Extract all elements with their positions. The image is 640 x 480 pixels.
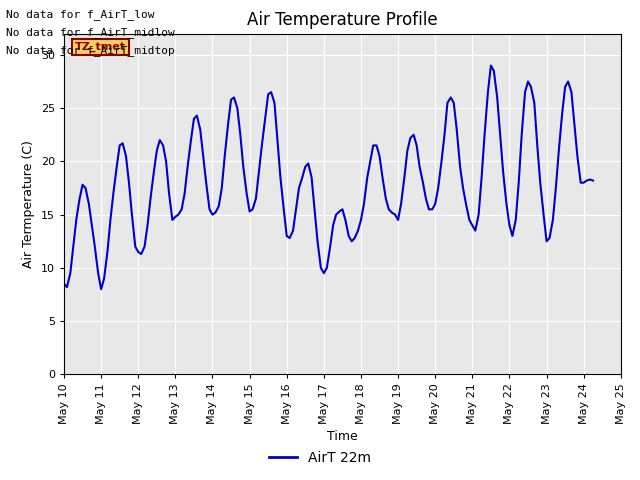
Text: No data for f_AirT_midlow: No data for f_AirT_midlow [6,27,175,38]
Legend: AirT 22m: AirT 22m [264,445,376,471]
Y-axis label: Air Termperature (C): Air Termperature (C) [22,140,35,268]
Text: No data for f_AirT_low: No data for f_AirT_low [6,9,155,20]
Text: TZ_tmet: TZ_tmet [75,42,126,52]
X-axis label: Time: Time [327,430,358,443]
Title: Air Temperature Profile: Air Temperature Profile [247,11,438,29]
Text: No data for f_AirT_midtop: No data for f_AirT_midtop [6,45,175,56]
